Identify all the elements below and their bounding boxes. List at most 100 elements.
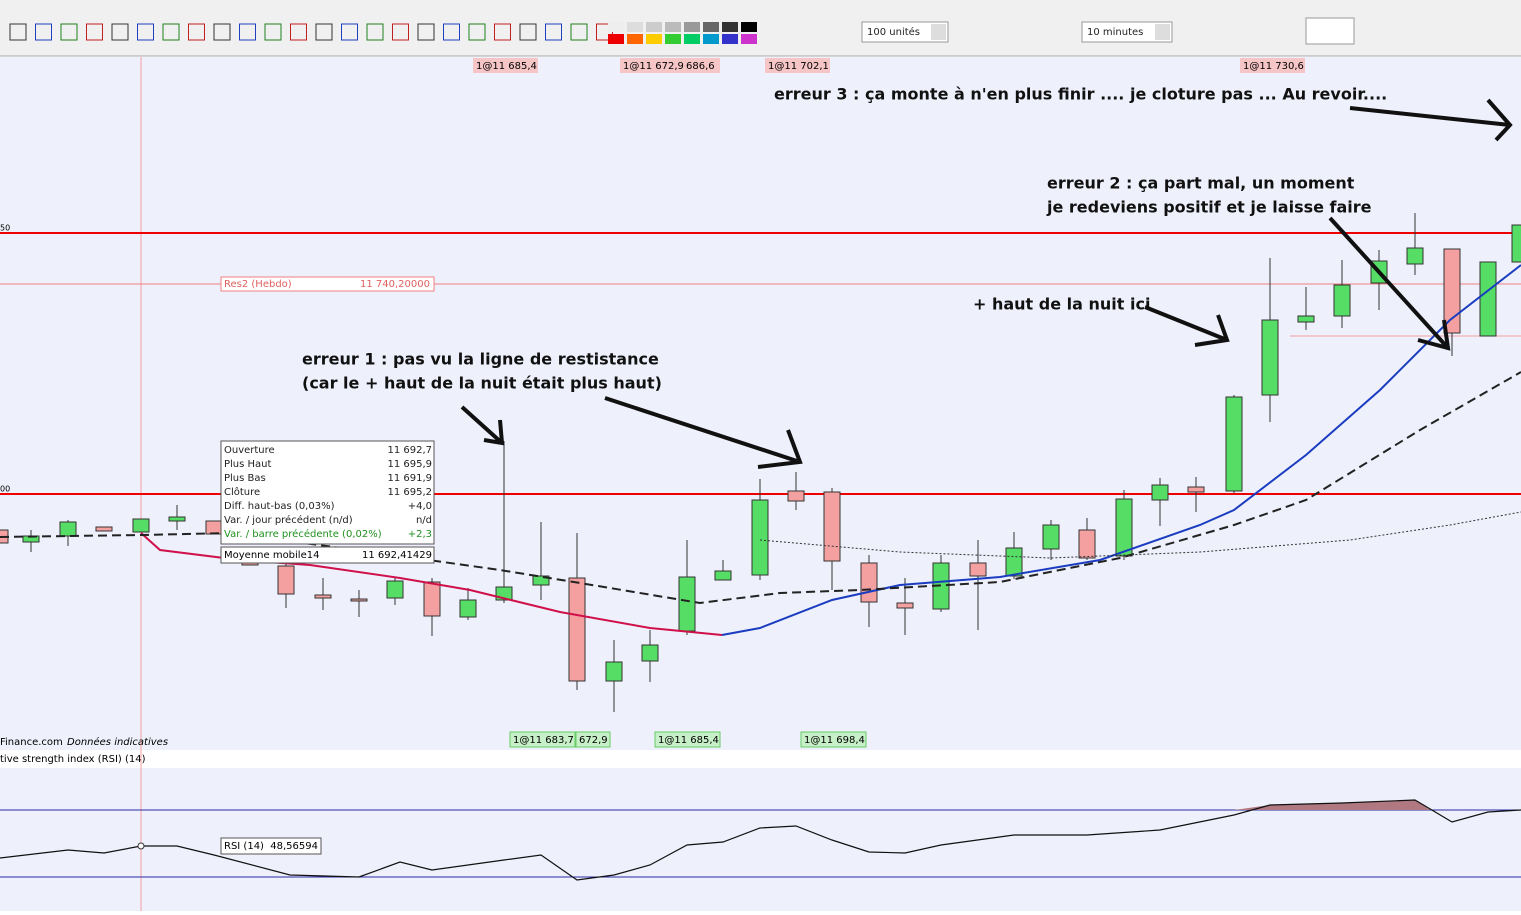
tool-icon[interactable]	[111, 23, 129, 41]
tool-icon[interactable]	[9, 23, 27, 41]
period-select[interactable]	[1081, 21, 1173, 43]
ma-value: 11 692,41429	[362, 550, 432, 561]
tooltip-value: n/d	[416, 515, 432, 526]
color-swatch[interactable]	[703, 34, 719, 44]
tooltip	[220, 546, 435, 564]
candle	[1005, 547, 1023, 577]
color-swatch[interactable]	[722, 22, 738, 32]
res2-name: Res2 (Hebdo)	[224, 279, 292, 290]
chart-type[interactable]	[1305, 17, 1355, 45]
order-label: 1@11 730,6	[1243, 61, 1304, 72]
tooltip-value: 11 695,2	[387, 487, 432, 498]
tool-icon[interactable]	[545, 23, 562, 41]
color-swatch[interactable]	[703, 22, 719, 32]
candle	[1406, 247, 1424, 265]
candle	[95, 526, 113, 532]
axis-label: 00	[0, 485, 10, 494]
color-swatch[interactable]	[627, 34, 643, 44]
source-note: Données indicatives	[67, 736, 168, 748]
candle	[386, 580, 404, 599]
tool-icon[interactable]	[60, 23, 78, 41]
tool-icon[interactable]	[86, 23, 103, 41]
color-swatch[interactable]	[646, 22, 662, 32]
tool-icon[interactable]	[162, 23, 180, 41]
tool-icon[interactable]	[264, 23, 282, 41]
tooltip-key: Var. / barre précédente (0,02%)	[224, 528, 382, 540]
candle	[1078, 529, 1096, 559]
tool-icon[interactable]	[443, 23, 460, 41]
color-swatch[interactable]	[684, 34, 700, 44]
candle	[205, 520, 223, 535]
candle	[641, 644, 659, 662]
tool-icon[interactable]	[392, 23, 409, 41]
rsi-header: tive strength index (RSI) (14)	[0, 754, 146, 765]
color-swatch[interactable]	[722, 34, 738, 44]
order-tag	[575, 731, 611, 748]
tool-icon[interactable]	[188, 23, 205, 41]
order-tag	[765, 58, 830, 73]
color-swatch[interactable]	[665, 34, 681, 44]
color-swatch[interactable]	[741, 34, 757, 44]
candle	[605, 661, 623, 682]
order-tag	[683, 58, 720, 73]
color-swatch[interactable]	[665, 22, 681, 32]
tool-icon[interactable]	[570, 23, 588, 41]
annotation: erreur 2 : ça part mal, un moment	[1047, 174, 1355, 193]
color-swatch[interactable]	[608, 22, 624, 32]
candle	[277, 565, 295, 595]
tool-icon[interactable]	[315, 23, 333, 41]
tool-icon[interactable]	[341, 23, 358, 41]
candle	[1042, 524, 1060, 550]
order-label: 672,9	[579, 735, 608, 746]
tool-icon[interactable]	[519, 23, 537, 41]
tool-icon[interactable]	[35, 23, 52, 41]
order-label: 1@11 672,9	[623, 61, 684, 72]
period: 10 minutes	[1087, 27, 1143, 38]
candle	[350, 598, 368, 602]
tool-icon[interactable]	[468, 23, 486, 41]
ma-name: Moyenne mobile14	[224, 550, 319, 561]
candle	[751, 499, 769, 576]
candle	[132, 518, 150, 533]
tool-icon[interactable]	[137, 23, 154, 41]
annotation: erreur 3 : ça monte à n'en plus finir ..…	[774, 85, 1387, 104]
tool-icon[interactable]	[494, 23, 511, 41]
color-swatch[interactable]	[646, 34, 662, 44]
color-swatch[interactable]	[684, 22, 700, 32]
toolbar	[0, 0, 1521, 56]
tooltip-key: Plus Bas	[224, 473, 266, 484]
tool-icon[interactable]	[213, 23, 231, 41]
color-swatch[interactable]	[608, 34, 624, 44]
quantity-select[interactable]	[861, 21, 949, 43]
tooltip-value: 11 695,9	[387, 459, 432, 470]
candle	[678, 576, 696, 632]
candle	[860, 562, 878, 603]
tool-icon[interactable]	[417, 23, 435, 41]
tool-icon[interactable]	[366, 23, 384, 41]
order-tag	[473, 58, 538, 73]
rsi-label: RSI (14)	[224, 841, 264, 852]
candle	[459, 599, 477, 618]
tool-icon[interactable]	[290, 23, 307, 41]
tooltip-key: Var. / jour précédent (n/d)	[224, 514, 353, 526]
candle	[1261, 319, 1279, 396]
tooltip-value: +4,0	[408, 501, 432, 512]
candle	[1443, 248, 1461, 334]
order-tag	[509, 731, 576, 748]
tooltip	[220, 440, 435, 545]
annotation: (car le + haut de la nuit était plus hau…	[302, 374, 662, 393]
tool-icon[interactable]	[239, 23, 256, 41]
source: Finance.com	[0, 737, 63, 748]
res2-value: 11 740,20000	[360, 279, 430, 290]
order-label: 1@11 702,1	[768, 61, 829, 72]
color-swatch[interactable]	[741, 22, 757, 32]
tooltip-key: Diff. haut-bas (0,03%)	[224, 501, 335, 512]
annotation: erreur 1 : pas vu la ligne de restistanc…	[302, 350, 659, 369]
candle	[787, 490, 805, 502]
candle	[1187, 486, 1205, 493]
order-tag	[654, 731, 721, 748]
candle	[1297, 315, 1315, 323]
color-swatch[interactable]	[627, 22, 643, 32]
candle	[969, 562, 987, 577]
